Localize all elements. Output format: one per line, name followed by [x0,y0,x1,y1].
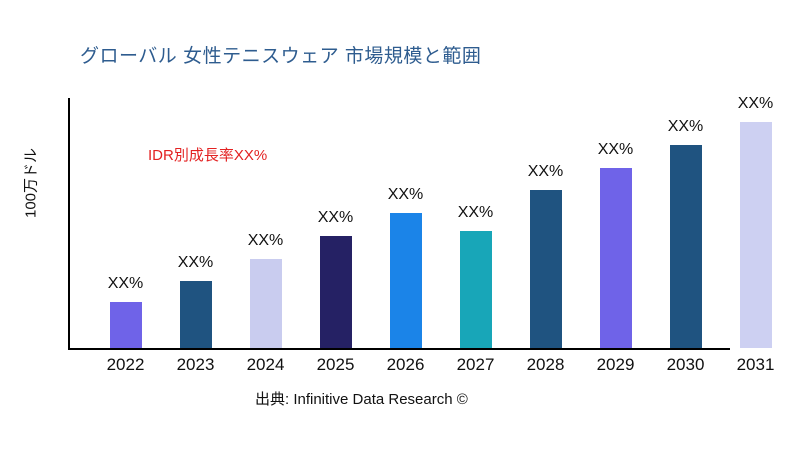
growth-rate-annotation: IDR別成長率XX% [148,147,268,164]
y-axis-line [68,98,70,350]
bar-value-label: XX% [737,95,774,112]
x-tick-label: 2024 [246,355,285,374]
x-tick-label: 2025 [316,355,355,374]
bar-value-label: XX% [317,209,354,226]
x-tick-label: 2029 [596,355,635,374]
bar-2025 [319,236,352,348]
bar-value-label: XX% [247,232,284,249]
bar-2029 [599,168,632,348]
x-tick-label: 2022 [106,355,145,374]
bar-value-label: XX% [387,186,424,203]
bar-value-label: XX% [177,254,214,271]
x-tick-label: 2023 [176,355,215,374]
bar-2022 [109,302,142,348]
bar-2026 [389,213,422,348]
source-attribution: 出典: Infinitive Data Research © [255,391,468,408]
bar-value-label: XX% [667,118,704,135]
bar-2027 [459,231,492,348]
bar-value-label: XX% [457,204,494,221]
bar-2030 [669,145,702,348]
bar-value-label: XX% [107,275,144,292]
bar-2023 [179,281,212,348]
x-tick-label: 2031 [736,355,775,374]
chart-title: グローバル 女性テニスウェア 市場規模と範囲 [80,46,482,67]
bar-value-label: XX% [597,141,634,158]
x-tick-label: 2028 [526,355,565,374]
bar-2024 [249,259,282,348]
x-tick-label: 2030 [666,355,705,374]
bar-value-label: XX% [527,163,564,180]
x-tick-label: 2026 [386,355,425,374]
y-axis-label: 100万ドル [22,147,40,219]
x-tick-label: 2027 [456,355,495,374]
x-axis-line [68,348,730,350]
bar-2031 [739,122,772,348]
bar-2028 [529,190,562,348]
